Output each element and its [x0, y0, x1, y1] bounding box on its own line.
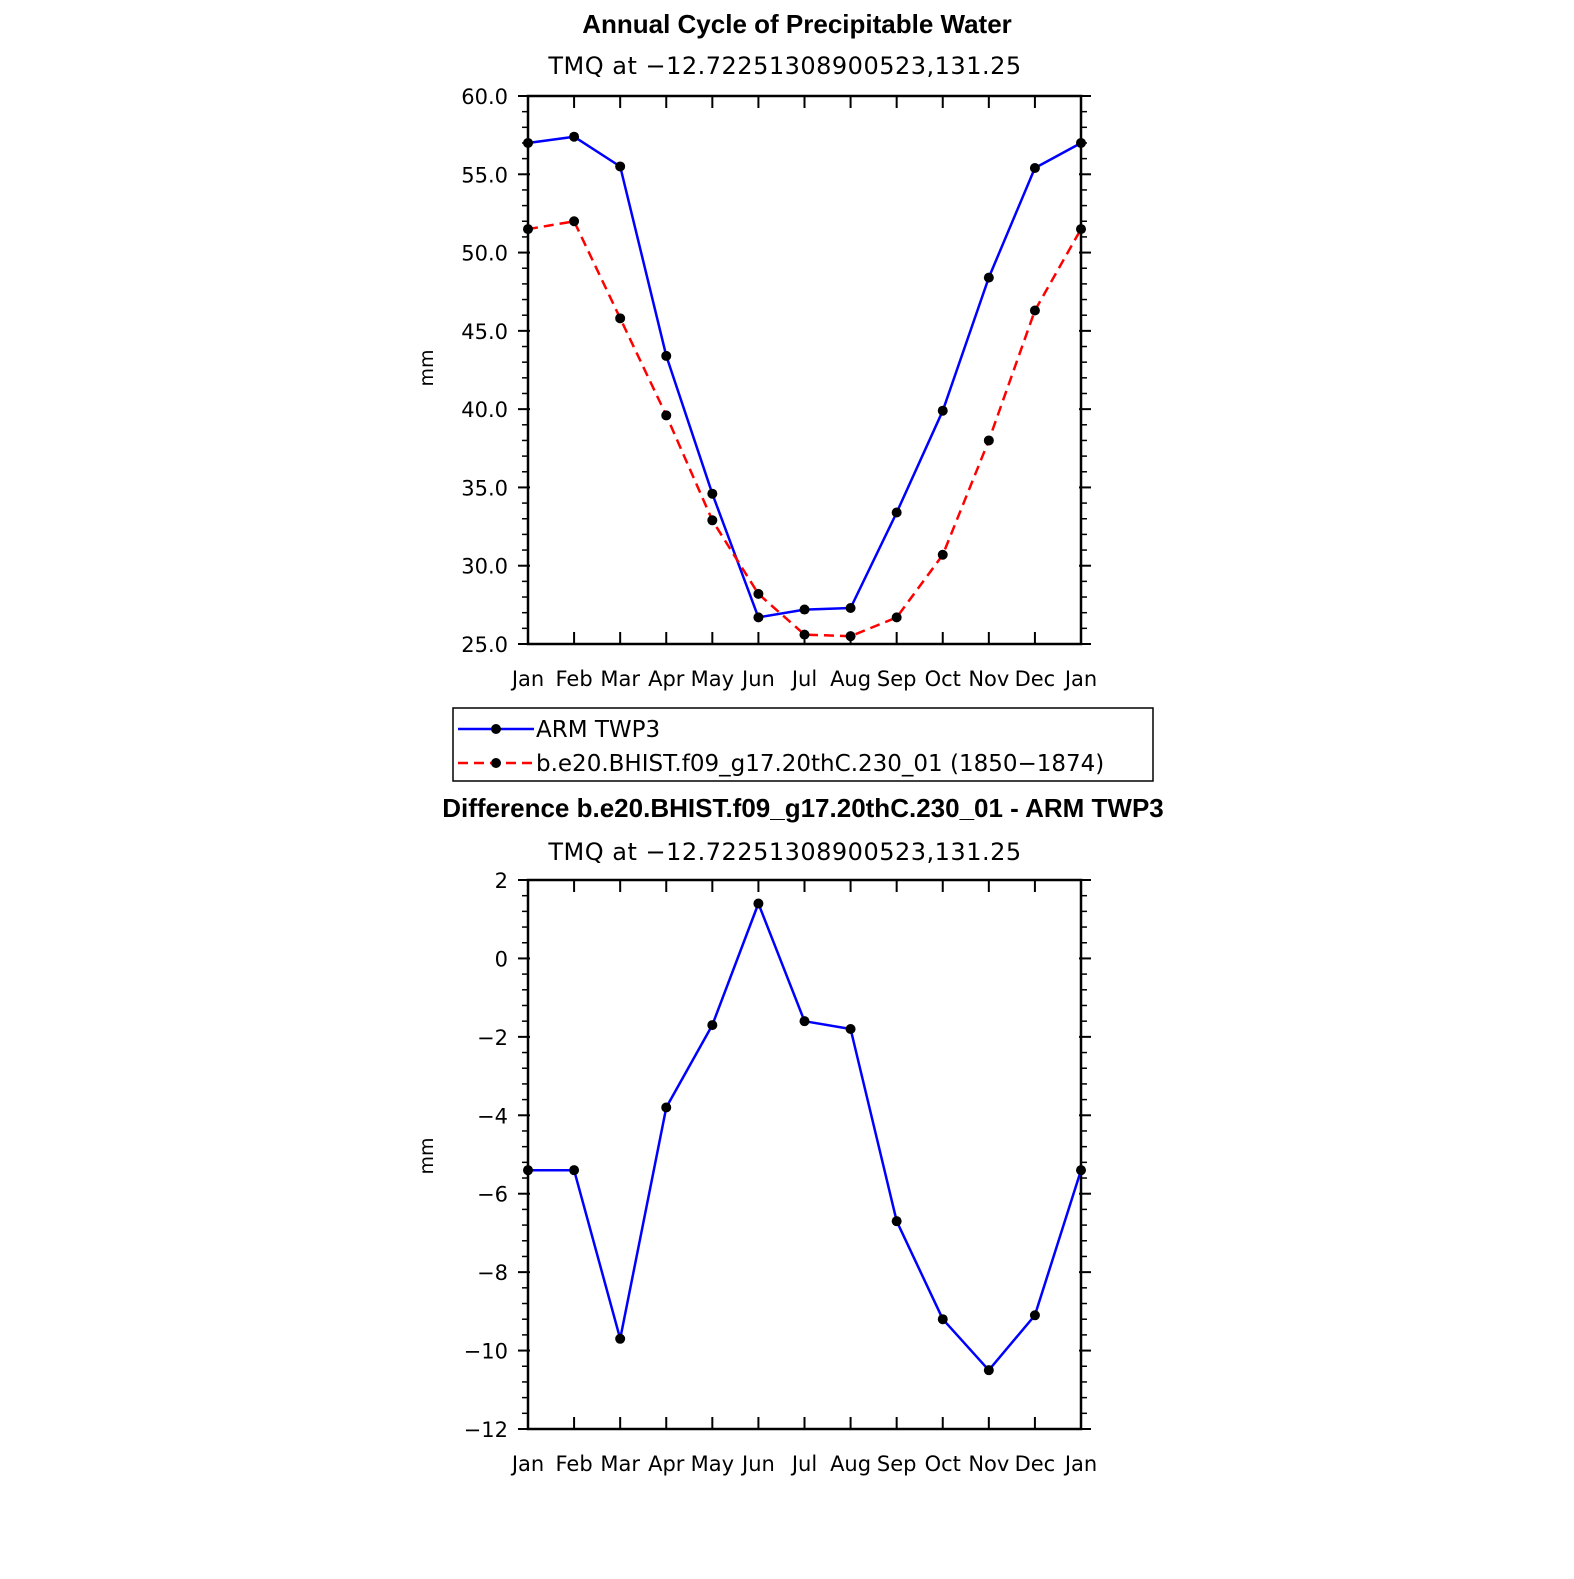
bottom-x-tick-label: Oct [925, 1452, 961, 1476]
bottom-y-tick-label: −2 [477, 1026, 508, 1050]
bottom-x-tick-label: Mar [600, 1452, 640, 1476]
top-y-tick-label: 25.0 [461, 633, 508, 657]
top-y-tick-label: 30.0 [461, 555, 508, 579]
top-plot-area: Jan Feb Mar Apr May Jun Jul Aug Sep Oct Nov Dec Jan2… [461, 85, 1097, 691]
top-series-1-point [753, 588, 764, 599]
top-chart-title: Annual Cycle of Precipitable Water [582, 9, 1012, 39]
bottom-plot-area: Jan Feb Mar Apr May Jun Jul Aug Sep Oct Nov Dec Jan−… [464, 869, 1098, 1476]
legend-marker-model [491, 758, 501, 768]
bottom-x-tick-label: Jan [1063, 1452, 1097, 1476]
top-series-0-point [1029, 163, 1040, 174]
top-x-tick-label: Dec [1015, 667, 1056, 691]
top-series-1-point [1029, 305, 1040, 316]
top-x-tick-label: Sep [877, 667, 917, 691]
top-x-tick-label: May [691, 667, 734, 691]
bottom-x-tick-label: Apr [648, 1452, 685, 1476]
top-series-1-point [1076, 224, 1086, 235]
bottom-series-0-point [569, 1165, 580, 1176]
top-x-tick-label: Feb [555, 667, 592, 691]
bottom-y-tick-label: −4 [477, 1104, 508, 1128]
top-series-1-point [661, 410, 672, 421]
top-y-tick-label: 50.0 [461, 242, 508, 266]
top-x-tick-label: Jan [1063, 667, 1097, 691]
bottom-x-tick-label: Jun [740, 1452, 775, 1476]
top-series-0-point [845, 602, 856, 613]
bottom-y-tick-label: −12 [464, 1418, 508, 1442]
bottom-x-tick-label: May [691, 1452, 734, 1476]
bottom-series-0-point [983, 1365, 994, 1376]
top-series-0-point [615, 161, 626, 172]
top-y-tick-label: 45.0 [461, 320, 508, 344]
bottom-y-tick-label: −10 [464, 1340, 508, 1364]
top-x-tick-label: Jul [790, 667, 817, 691]
bottom-series-0-point [845, 1024, 856, 1035]
bottom-y-tick-label: −8 [477, 1261, 508, 1285]
bottom-x-tick-label: Feb [555, 1452, 592, 1476]
top-x-tick-label: Jun [740, 667, 775, 691]
bottom-x-tick-label: Jan [510, 1452, 544, 1476]
legend-label-arm: ARM TWP3 [536, 717, 660, 743]
top-y-tick-label: 40.0 [461, 398, 508, 422]
top-series-0-point [891, 507, 902, 518]
bottom-x-tick-label: Dec [1015, 1452, 1056, 1476]
bottom-series-0-point [799, 1016, 810, 1027]
top-y-tick-label: 35.0 [461, 476, 508, 500]
top-series-0-point [983, 272, 994, 283]
top-chart-subtitle: TMQ at −12.72251308900523,131.25 [547, 52, 1021, 80]
bottom-x-tick-label: Nov [968, 1452, 1009, 1476]
bottom-series-0-point [753, 898, 764, 909]
bottom-y-tick-label: 2 [495, 869, 508, 893]
top-x-tick-label: Jan [510, 667, 544, 691]
legend-label-model: b.e20.BHIST.f09_g17.20thC.230_01 (1850−1… [536, 751, 1104, 777]
top-series-0-point [799, 604, 810, 615]
bottom-x-tick-label: Sep [877, 1452, 917, 1476]
top-series-0-point [937, 405, 948, 416]
bottom-series-0-point [937, 1314, 948, 1325]
top-series-1-point [983, 435, 994, 446]
bottom-x-tick-label: Aug [830, 1452, 871, 1476]
top-x-tick-label: Oct [925, 667, 961, 691]
legend-box [452, 707, 1154, 782]
top-series-1-point [707, 515, 718, 526]
bottom-series-0-point [1076, 1165, 1086, 1176]
top-series-0-point [569, 131, 580, 142]
bottom-chart-title: Difference b.e20.BHIST.f09_g17.20thC.230… [442, 793, 1164, 823]
top-x-tick-label: Apr [648, 667, 685, 691]
top-y-tick-label: 55.0 [461, 163, 508, 187]
top-y-tick-label: 60.0 [461, 85, 508, 109]
top-series-1-point [615, 313, 626, 324]
top-series-0-point [753, 612, 764, 623]
top-series-1-point [523, 224, 533, 235]
bottom-y-tick-label: −6 [477, 1183, 508, 1207]
top-series-0-point [661, 350, 672, 361]
bottom-y-tick-label: 0 [495, 947, 508, 971]
bottom-series-0-point [523, 1165, 533, 1176]
legend: ARM TWP3 b.e20.BHIST.f09_g17.20thC.230_0… [452, 707, 1154, 782]
bottom-series-0-point [615, 1333, 626, 1344]
bottom-series-0-point [661, 1102, 672, 1113]
top-series-0-point [1076, 137, 1086, 148]
bottom-series-0-point [1029, 1310, 1040, 1321]
top-series-1-point [569, 216, 580, 227]
bottom-series-0-point [707, 1020, 718, 1031]
top-y-axis-label: mm [416, 349, 438, 386]
bottom-x-tick-label: Jul [790, 1452, 817, 1476]
top-series-1-point [891, 612, 902, 623]
bottom-series-0-point [891, 1216, 902, 1227]
bottom-y-axis-label: mm [416, 1137, 438, 1174]
legend-marker-arm [491, 724, 501, 734]
top-series-1-point [845, 631, 856, 642]
top-series-0-point [707, 488, 718, 499]
top-x-tick-label: Nov [968, 667, 1009, 691]
top-x-tick-label: Aug [830, 667, 871, 691]
top-series-0-point [523, 137, 533, 148]
top-x-tick-label: Mar [600, 667, 640, 691]
top-series-1-point [799, 629, 810, 640]
top-series-1-point [937, 549, 948, 560]
bottom-chart-subtitle: TMQ at −12.72251308900523,131.25 [547, 838, 1021, 866]
